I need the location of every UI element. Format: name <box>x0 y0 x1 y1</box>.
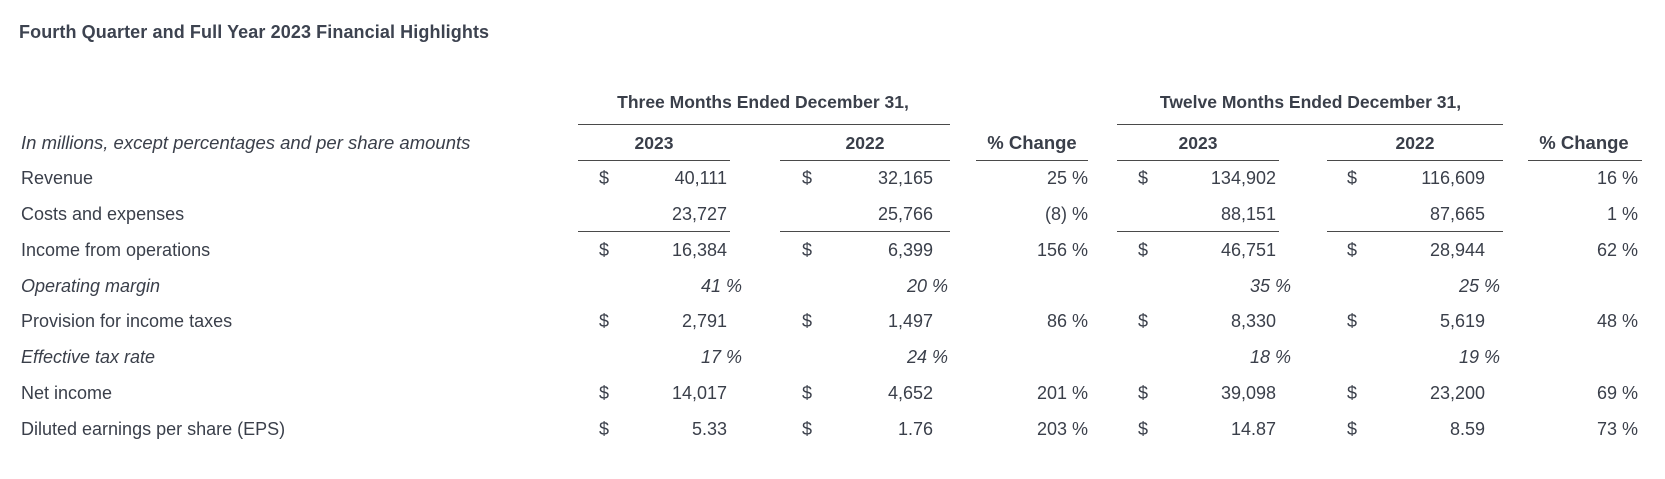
subtotal-rule-y-2022 <box>1327 231 1503 232</box>
cell-qchg: (8) % <box>1044 204 1088 224</box>
subtotal-rule-y-2023 <box>1117 231 1279 232</box>
cell-y23: 8,330 <box>1230 311 1276 331</box>
cell-y23: 35 % <box>1249 276 1291 296</box>
cell-q22: 32,165 <box>877 168 933 188</box>
row-label: Effective tax rate <box>21 347 156 367</box>
cell-q22: 4,652 <box>887 383 933 403</box>
cell-qchg: 25 % <box>1046 168 1088 188</box>
cell-ychg: 69 % <box>1596 383 1638 403</box>
currency-symbol: $ <box>1138 419 1149 439</box>
col-header-y-change: % Change <box>1539 132 1629 153</box>
cell-y22: 23,200 <box>1429 383 1485 403</box>
cell-q23: 16,384 <box>671 240 727 260</box>
rule-y-change <box>1528 160 1642 161</box>
currency-symbol: $ <box>802 419 813 439</box>
cell-y22: 28,944 <box>1429 240 1485 260</box>
col-header-q-2023: 2023 <box>634 133 674 153</box>
currency-symbol: $ <box>1138 240 1149 260</box>
cell-y23: 18 % <box>1249 347 1291 367</box>
cell-ychg: 62 % <box>1596 240 1638 260</box>
cell-q23: 41 % <box>700 276 742 296</box>
subtotal-rule-q-2023 <box>578 231 730 232</box>
cell-q22: 1.76 <box>897 419 933 439</box>
currency-symbol: $ <box>802 240 813 260</box>
currency-symbol: $ <box>1347 240 1358 260</box>
cell-y22: 87,665 <box>1429 204 1485 224</box>
currency-symbol: $ <box>599 383 610 403</box>
rule-q-2022 <box>780 160 950 161</box>
cell-y23: 134,902 <box>1210 168 1276 188</box>
cell-q23: 2,791 <box>681 311 727 331</box>
currency-symbol: $ <box>599 240 610 260</box>
currency-symbol: $ <box>802 311 813 331</box>
header-three-months: Three Months Ended December 31, <box>617 92 909 112</box>
row-label: Provision for income taxes <box>21 311 233 331</box>
units-note: In millions, except percentages and per … <box>21 132 471 153</box>
header-twelve-months: Twelve Months Ended December 31, <box>1159 92 1462 112</box>
rule-y-2022 <box>1327 160 1503 161</box>
currency-symbol: $ <box>1347 311 1358 331</box>
rule-q-change <box>976 160 1088 161</box>
cell-q23: 40,111 <box>674 168 727 188</box>
cell-qchg: 86 % <box>1046 311 1088 331</box>
cell-qchg: 201 % <box>1036 383 1088 403</box>
row-label: Costs and expenses <box>21 204 185 224</box>
cell-y23: 46,751 <box>1220 240 1276 260</box>
row-label: Revenue <box>21 168 94 188</box>
cell-y22: 8.59 <box>1449 419 1485 439</box>
cell-q22: 20 % <box>906 276 948 296</box>
cell-y22: 5,619 <box>1439 311 1485 331</box>
cell-q22: 6,399 <box>887 240 933 260</box>
rule-twelve-months <box>1117 124 1503 125</box>
cell-q23: 17 % <box>700 347 742 367</box>
col-header-q-2022: 2022 <box>845 133 885 153</box>
page-title: Fourth Quarter and Full Year 2023 Financ… <box>19 22 490 42</box>
currency-symbol: $ <box>1347 168 1358 188</box>
cell-ychg: 73 % <box>1596 419 1638 439</box>
currency-symbol: $ <box>802 168 813 188</box>
currency-symbol: $ <box>599 168 610 188</box>
cell-y22: 19 % <box>1458 347 1500 367</box>
row-label: Diluted earnings per share (EPS) <box>21 419 286 439</box>
cell-y22: 116,609 <box>1421 168 1485 188</box>
rule-y-2023 <box>1117 160 1279 161</box>
rule-three-months <box>578 124 950 125</box>
cell-qchg: 203 % <box>1036 419 1088 439</box>
currency-symbol: $ <box>1138 383 1149 403</box>
cell-q23: 5.33 <box>691 419 727 439</box>
row-label: Net income <box>21 383 113 403</box>
row-label: Income from operations <box>21 240 211 260</box>
subtotal-rule-q-2022 <box>780 231 950 232</box>
cell-ychg: 48 % <box>1596 311 1638 331</box>
currency-symbol: $ <box>599 419 610 439</box>
col-header-q-change: % Change <box>987 132 1077 153</box>
currency-symbol: $ <box>599 311 610 331</box>
col-header-y-2022: 2022 <box>1395 133 1435 153</box>
cell-ychg: 16 % <box>1596 168 1638 188</box>
cell-q22: 1,497 <box>887 311 933 331</box>
currency-symbol: $ <box>1138 311 1149 331</box>
cell-ychg: 1 % <box>1606 204 1638 224</box>
cell-q22: 24 % <box>906 347 948 367</box>
cell-qchg: 156 % <box>1036 240 1088 260</box>
cell-q23: 14,017 <box>671 383 727 403</box>
currency-symbol: $ <box>1138 168 1149 188</box>
currency-symbol: $ <box>1347 419 1358 439</box>
cell-q22: 25,766 <box>877 204 933 224</box>
currency-symbol: $ <box>1347 383 1358 403</box>
cell-y22: 25 % <box>1458 276 1500 296</box>
rule-q-2023 <box>578 160 730 161</box>
col-header-y-2023: 2023 <box>1178 133 1218 153</box>
cell-q23: 23,727 <box>671 204 727 224</box>
currency-symbol: $ <box>802 383 813 403</box>
row-label: Operating margin <box>21 276 161 296</box>
cell-y23: 88,151 <box>1220 204 1276 224</box>
cell-y23: 39,098 <box>1220 383 1276 403</box>
cell-y23: 14.87 <box>1230 419 1276 439</box>
